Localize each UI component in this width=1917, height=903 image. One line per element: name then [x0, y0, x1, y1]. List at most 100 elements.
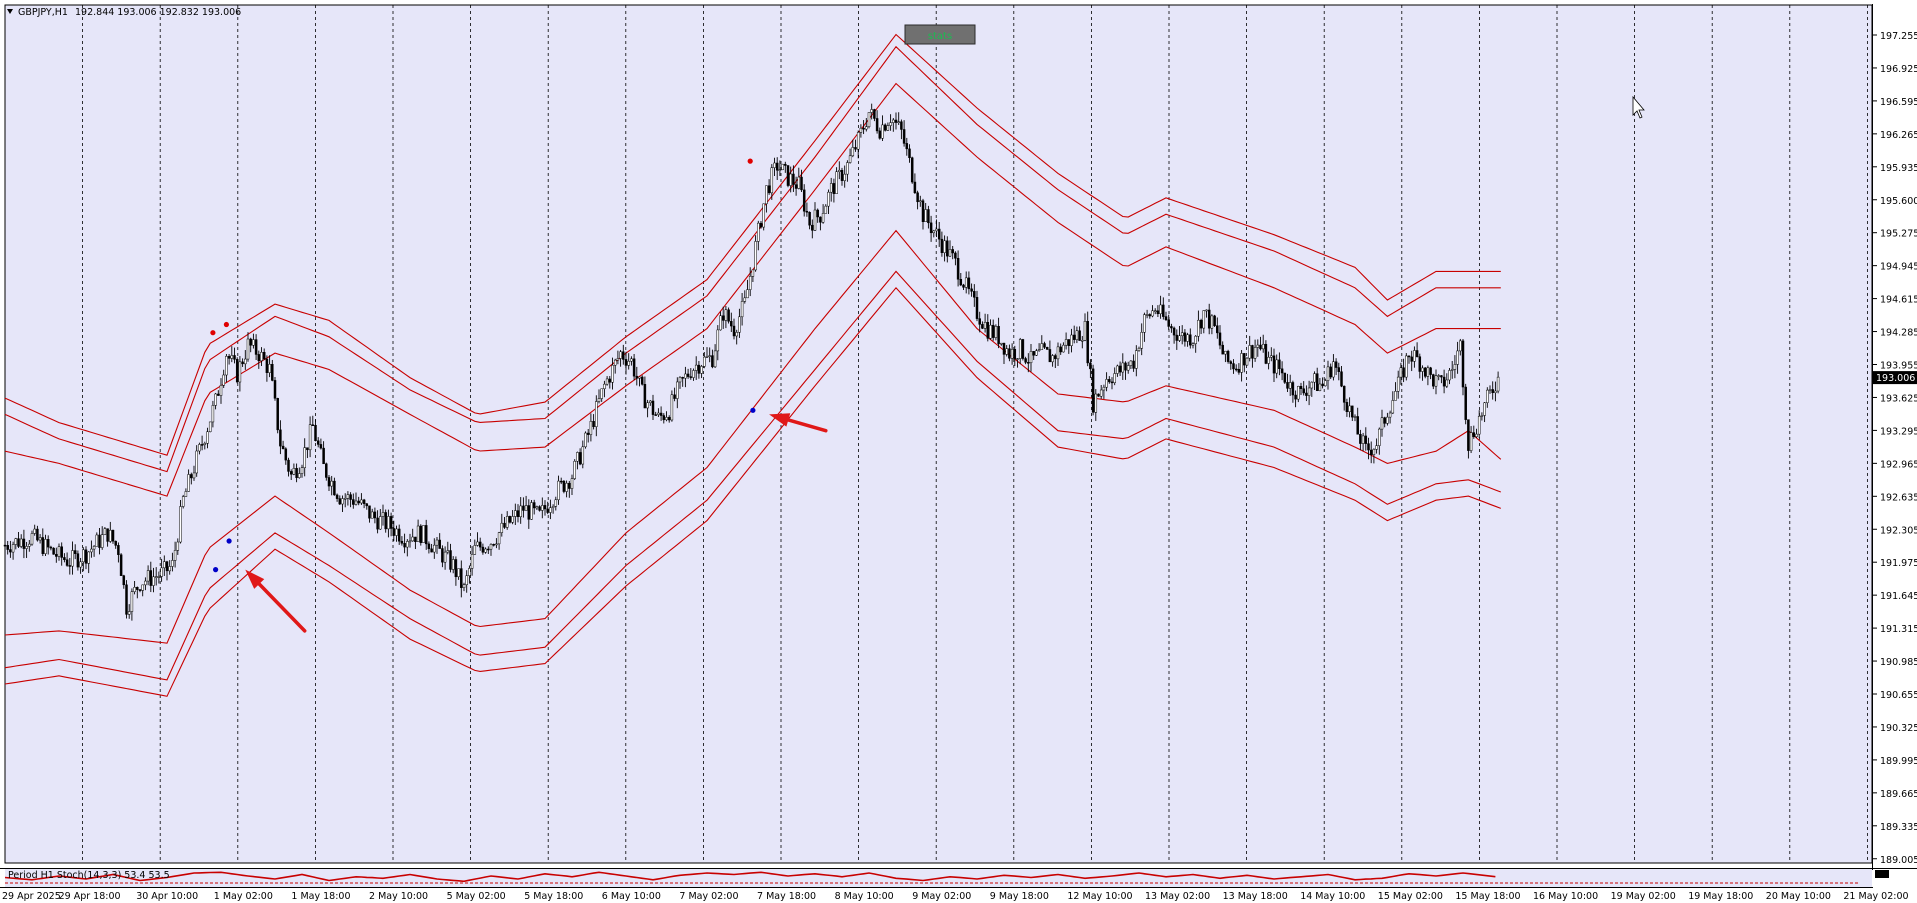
price-tick-label: 189.995	[1880, 756, 1917, 767]
candle-body	[262, 351, 266, 360]
candle-body	[1324, 380, 1327, 387]
candle-body	[1464, 386, 1467, 420]
candle-body	[1345, 402, 1349, 413]
stats-button-label[interactable]: stats	[928, 31, 952, 42]
candle-body	[970, 288, 973, 292]
candle-body	[943, 240, 946, 253]
candle-body	[1448, 370, 1451, 381]
candle-body	[454, 559, 458, 578]
candle-body	[951, 249, 954, 254]
current-price-marker: 193.006	[1873, 371, 1917, 385]
candle-body	[397, 528, 401, 542]
candle-body	[643, 384, 647, 409]
candle-body	[676, 381, 679, 399]
candle-body	[360, 499, 363, 504]
band-upper-mid	[4, 45, 1501, 473]
current-price-label: 193.006	[1876, 373, 1915, 384]
candle-body	[1418, 356, 1422, 372]
candle-body	[136, 587, 139, 590]
candle-body	[1002, 342, 1006, 355]
candle-body	[1056, 346, 1060, 360]
candle-body	[1326, 366, 1330, 381]
candle-body	[1275, 359, 1278, 374]
candle-body	[76, 553, 80, 568]
candle-body	[613, 359, 617, 366]
candle-body	[624, 359, 628, 366]
candle-body	[1313, 373, 1316, 383]
candle-body	[759, 222, 763, 228]
candle-body	[362, 499, 366, 504]
candle-body	[589, 421, 593, 435]
candle-body	[1272, 355, 1276, 374]
time-label: 21 May 02:00	[1843, 891, 1908, 902]
candle-body	[495, 543, 498, 546]
candle-body	[1218, 332, 1222, 346]
candle-body	[846, 162, 849, 175]
indicator-scroll-bar[interactable]	[1875, 870, 1889, 878]
candle-body	[870, 109, 873, 113]
candle-body	[554, 499, 558, 507]
candle-body	[1183, 332, 1187, 342]
candle-body	[557, 480, 560, 501]
candle-body	[1067, 339, 1071, 346]
candle-body	[500, 522, 504, 533]
candle-body	[1054, 355, 1057, 360]
candle-body	[1175, 334, 1179, 341]
symbol-dropdown-icon[interactable]	[7, 9, 13, 14]
candle-body	[724, 309, 728, 321]
candle-body	[238, 361, 242, 383]
candle-body	[673, 394, 676, 399]
candle-body	[195, 450, 198, 474]
candle-body	[538, 506, 541, 511]
candle-body	[603, 383, 606, 390]
candle-body	[335, 494, 339, 499]
stats-button[interactable]	[904, 24, 976, 45]
candle-body	[686, 373, 690, 377]
candle-body	[200, 444, 204, 446]
candle-body	[227, 356, 231, 359]
candle-body	[1459, 340, 1462, 352]
candle-body	[854, 147, 857, 150]
candle-body	[1315, 373, 1319, 391]
candle-body	[114, 540, 117, 546]
candle-body	[179, 506, 182, 543]
annotation-arrows	[245, 413, 828, 633]
candle-body	[1113, 373, 1116, 384]
candle-body	[338, 498, 342, 505]
candle-body	[103, 528, 107, 535]
candle-body	[416, 525, 420, 542]
candle-body	[832, 183, 836, 194]
candle-body	[1243, 353, 1246, 366]
candle-body	[430, 548, 433, 553]
time-label: 30 Apr 10:00	[136, 891, 198, 902]
time-label: 29 Apr 2025	[2, 891, 61, 902]
candle-body	[1299, 386, 1303, 389]
time-label: 7 May 02:00	[679, 891, 738, 902]
candle-body	[886, 125, 890, 131]
candle-body	[856, 132, 860, 150]
candle-body	[214, 393, 217, 406]
candle-body	[1232, 363, 1235, 370]
candle-body	[168, 566, 171, 572]
candle-body	[948, 249, 952, 257]
candle-body	[276, 398, 279, 431]
candle-body	[63, 557, 66, 560]
candle-body	[373, 511, 377, 519]
candle-body	[1151, 310, 1154, 317]
candle-body	[1477, 416, 1481, 435]
candle-body	[22, 538, 26, 549]
candle-body	[346, 494, 350, 499]
candle-body	[719, 315, 722, 331]
sell-signal-dot	[223, 321, 229, 328]
candle-body	[1264, 343, 1268, 364]
candle-body	[578, 452, 582, 465]
candle-body	[422, 525, 425, 543]
candle-body	[487, 548, 490, 551]
candle-body	[478, 541, 482, 548]
candle-body	[586, 432, 590, 435]
candle-body	[244, 358, 247, 365]
candle-body	[1226, 350, 1230, 362]
candle-body	[635, 375, 639, 379]
candle-body	[1172, 327, 1176, 336]
